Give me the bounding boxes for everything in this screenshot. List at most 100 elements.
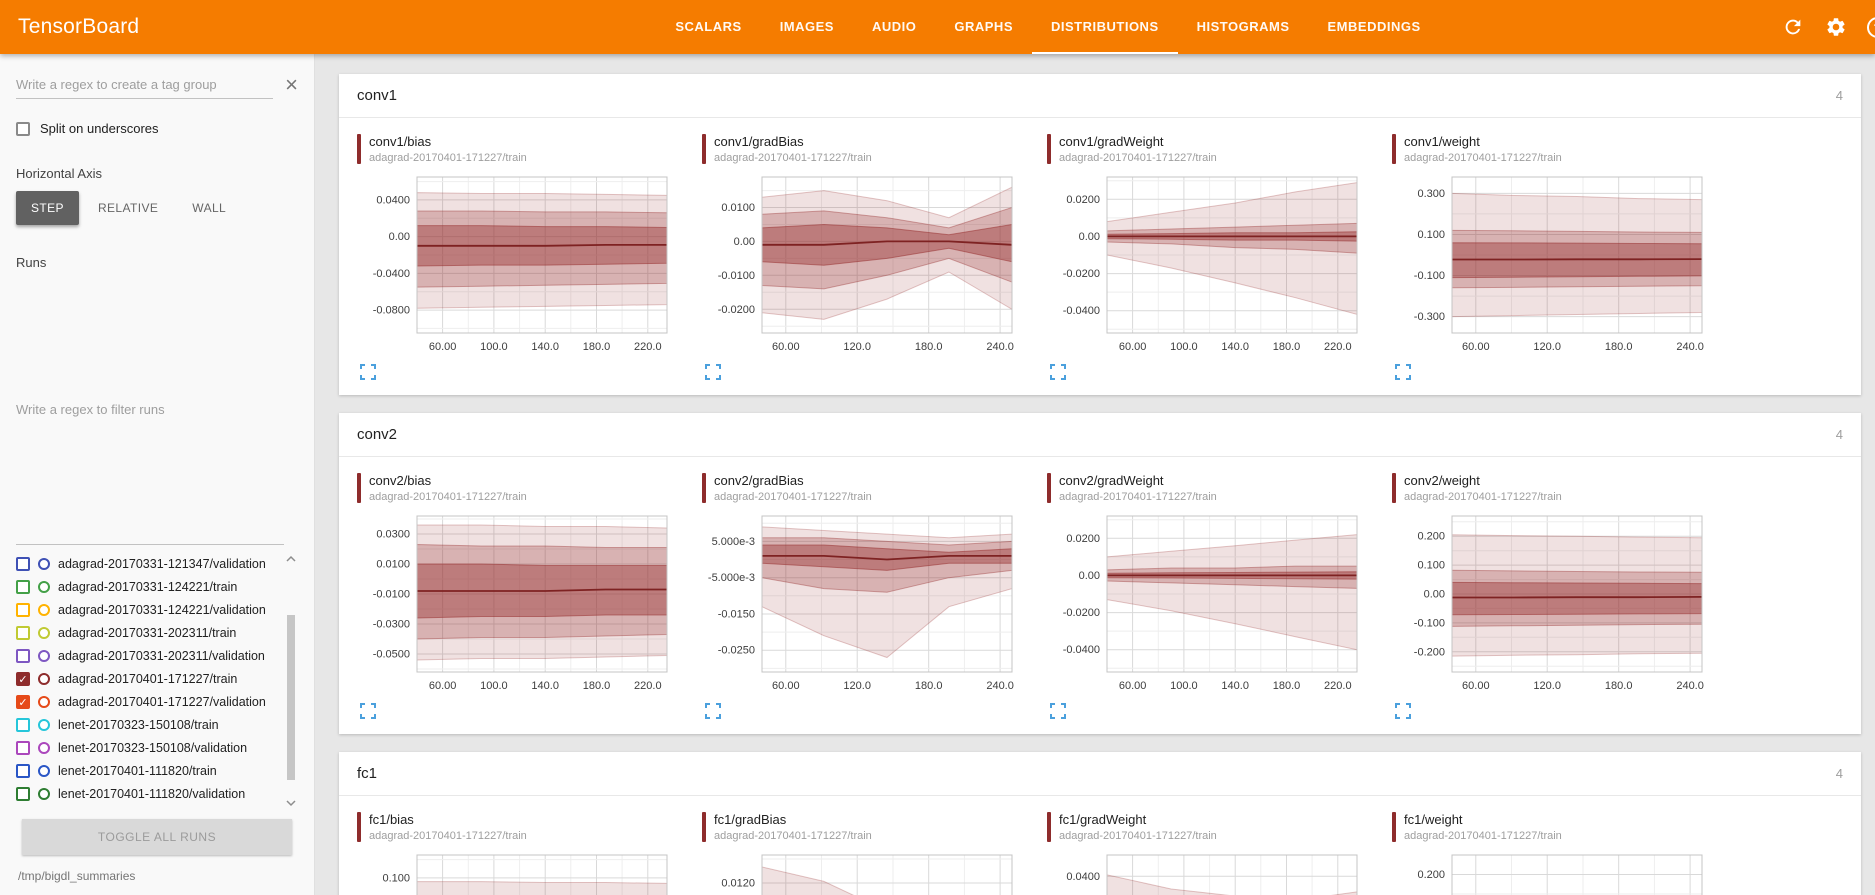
section-header[interactable]: conv2 4 <box>339 413 1861 457</box>
chart-card-fc1-bias: fc1/bias adagrad-20170401-171227/train 0.1… <box>351 810 696 895</box>
run-color-circle[interactable] <box>38 719 50 731</box>
tag-group-regex-input[interactable] <box>16 70 274 99</box>
distribution-plot[interactable]: 0.1000.06000.0200-0.020060.00100.0140.01… <box>357 847 675 895</box>
section-header[interactable]: conv1 4 <box>339 74 1861 118</box>
run-color-circle[interactable] <box>38 788 50 800</box>
close-icon[interactable]: × <box>285 71 298 97</box>
content-area: × Split on underscores Horizontal Axis S… <box>0 54 1875 895</box>
run-row[interactable]: lenet-20170401-112317/train <box>16 806 272 810</box>
distribution-plot[interactable]: 0.0200 0.00 -0.0200 -0.0400 60.00 100.0 140.0 1… <box>1047 508 1365 696</box>
run-checkbox[interactable] <box>16 626 30 640</box>
run-name: adagrad-20170331-202311/train <box>58 625 237 640</box>
run-color-circle[interactable] <box>38 673 50 685</box>
distribution-plot[interactable]: 5.000e-3 -5.000e-3 -0.0150 -0.0250 60.00 120.… <box>702 508 1020 696</box>
fullscreen-icon <box>360 364 376 380</box>
run-checkbox[interactable] <box>16 557 30 571</box>
expand-chart-button[interactable] <box>1049 363 1069 383</box>
axis-wall-button[interactable]: WALL <box>177 191 241 225</box>
run-color-circle[interactable] <box>38 627 50 639</box>
tab-histograms[interactable]: HISTOGRAMS <box>1196 18 1290 34</box>
split-underscores-checkbox[interactable] <box>16 121 30 136</box>
distribution-plot[interactable]: 0.0400 0.00 -0.0400 -0.0800 60.00 100.0 140.0 1… <box>357 169 675 357</box>
run-checkbox[interactable]: ✓ <box>16 672 30 686</box>
run-checkbox[interactable]: ✓ <box>16 695 30 709</box>
gear-icon[interactable] <box>1824 15 1848 39</box>
chevron-up-icon[interactable] <box>285 555 297 563</box>
run-checkbox[interactable] <box>16 718 30 732</box>
run-checkbox[interactable] <box>16 764 30 778</box>
run-row[interactable]: ✓ adagrad-20170401-171227/validation <box>16 691 272 714</box>
svg-text:-0.0500: -0.0500 <box>373 649 410 661</box>
run-row[interactable]: adagrad-20170331-202311/train <box>16 622 272 645</box>
tab-distributions[interactable]: DISTRIBUTIONS <box>1032 0 1178 54</box>
distribution-plot[interactable]: 0.0100 0.00 -0.0100 -0.0200 60.00 120.0 180.0 2… <box>702 169 1020 357</box>
axis-step-button[interactable]: STEP <box>16 191 79 225</box>
run-color-circle[interactable] <box>38 581 50 593</box>
tab-graphs[interactable]: GRAPHS <box>954 18 1013 34</box>
runs-scrollbar[interactable] <box>284 553 298 810</box>
horizontal-axis-label: Horizontal Axis <box>16 166 102 181</box>
section-header[interactable]: fc1 4 <box>339 752 1861 796</box>
chart-run-label: adagrad-20170401-171227/train <box>714 830 872 842</box>
expand-chart-button[interactable] <box>1394 702 1414 722</box>
tab-scalars[interactable]: SCALARS <box>675 18 742 34</box>
svg-text:120.0: 120.0 <box>843 680 871 692</box>
refresh-icon[interactable] <box>1781 15 1805 39</box>
distribution-plot[interactable]: 0.0200 0.00 -0.0200 -0.0400 60.00 100.0 140.0 1… <box>1047 169 1365 357</box>
tab-images[interactable]: IMAGES <box>779 18 834 34</box>
expand-chart-button[interactable] <box>359 702 379 722</box>
run-color-circle[interactable] <box>38 604 50 616</box>
run-row[interactable]: lenet-20170323-150108/validation <box>16 737 272 760</box>
chart-run-label: adagrad-20170401-171227/train <box>1404 491 1562 503</box>
svg-text:180.0: 180.0 <box>583 341 611 353</box>
expand-chart-button[interactable] <box>1049 702 1069 722</box>
svg-text:0.00: 0.00 <box>1079 231 1100 243</box>
distribution-plot[interactable]: 0.300 0.100 -0.100 -0.300 60.00 120.0 180.0 240… <box>1392 169 1710 357</box>
run-row[interactable]: adagrad-20170331-124221/train <box>16 576 272 599</box>
help-icon[interactable]: ? <box>1867 16 1875 38</box>
distribution-plot[interactable]: 0.04000.00-0.040060.00100.0140.0180.0220… <box>1047 847 1365 895</box>
distribution-plot[interactable]: 0.200 0.100 0.00 -0.100 -0.200 60.00 120.0 180.… <box>1392 508 1710 696</box>
run-checkbox[interactable] <box>16 649 30 663</box>
svg-text:60.00: 60.00 <box>1119 341 1147 353</box>
run-checkbox[interactable] <box>16 580 30 594</box>
chart-card-conv1-gradBias: conv1/gradBias adagrad-20170401-171227/tr… <box>696 132 1041 389</box>
run-row[interactable]: adagrad-20170331-202311/validation <box>16 645 272 668</box>
expand-chart-button[interactable] <box>704 702 724 722</box>
tab-audio[interactable]: AUDIO <box>871 18 917 34</box>
run-color-circle[interactable] <box>38 558 50 570</box>
expand-chart-button[interactable] <box>359 363 379 383</box>
chevron-down-icon[interactable] <box>285 799 297 807</box>
expand-chart-button[interactable] <box>704 363 724 383</box>
runs-filter-input[interactable] <box>16 274 284 545</box>
toggle-all-runs-button[interactable]: TOGGLE ALL RUNS <box>21 819 293 855</box>
svg-text:-0.0100: -0.0100 <box>718 270 755 282</box>
run-row[interactable]: adagrad-20170331-124221/validation <box>16 599 272 622</box>
run-row[interactable]: ✓ adagrad-20170401-171227/train <box>16 668 272 691</box>
axis-relative-button[interactable]: RELATIVE <box>83 191 173 225</box>
tab-embeddings[interactable]: EMBEDDINGS <box>1327 18 1421 34</box>
distribution-plot[interactable]: 0.0300 0.0100 -0.0100 -0.0300 -0.0500 60.00 10… <box>357 508 675 696</box>
run-checkbox[interactable] <box>16 603 30 617</box>
main-content: conv1 4 conv1/bias adagrad-20170401-171227/… <box>315 54 1875 895</box>
run-color-circle[interactable] <box>38 696 50 708</box>
split-underscores-checkbox-row[interactable]: Split on underscores <box>16 121 298 136</box>
run-color-circle[interactable] <box>38 650 50 662</box>
run-row[interactable]: lenet-20170401-111820/train <box>16 760 272 783</box>
run-color-circle[interactable] <box>38 765 50 777</box>
expand-chart-button[interactable] <box>1394 363 1414 383</box>
chart-card-fc1-gradBias: fc1/gradBias adagrad-20170401-171227/trai… <box>696 810 1041 895</box>
run-checkbox[interactable] <box>16 787 30 801</box>
run-row[interactable]: lenet-20170323-150108/train <box>16 714 272 737</box>
run-row[interactable]: adagrad-20170331-121347/validation <box>16 553 272 576</box>
run-name: adagrad-20170331-124221/validation <box>58 602 266 617</box>
section-chart-count: 4 <box>1835 427 1843 442</box>
svg-text:60.00: 60.00 <box>1462 341 1490 353</box>
run-color-circle[interactable] <box>38 742 50 754</box>
scrollbar-thumb[interactable] <box>287 614 295 780</box>
run-row[interactable]: lenet-20170401-111820/validation <box>16 783 272 806</box>
run-checkbox[interactable] <box>16 741 30 755</box>
